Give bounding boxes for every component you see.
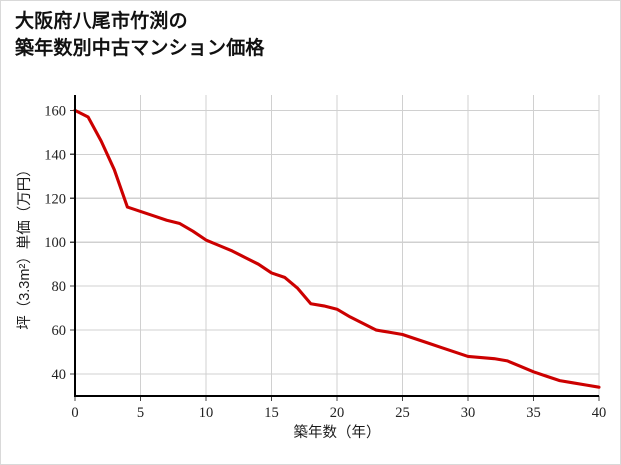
series-line-坪単価	[73, 108, 601, 389]
x-tick-label: 30	[461, 405, 476, 421]
x-tick-label: 35	[526, 405, 541, 421]
y-tick-label: 160	[44, 103, 66, 119]
y-tick-label: 120	[44, 191, 66, 207]
y-tick-label: 40	[52, 367, 67, 383]
y-tick-label: 140	[44, 147, 66, 163]
y-tick-label: 60	[52, 323, 67, 339]
axes	[73, 95, 599, 398]
y-tick-label: 100	[44, 235, 66, 251]
x-tick-label: 20	[330, 405, 345, 421]
x-axis-title: 築年数（年）	[294, 423, 381, 441]
x-tick-label: 10	[199, 405, 214, 421]
x-tick-label: 15	[264, 405, 279, 421]
x-tick-label: 25	[395, 405, 410, 421]
data-series	[73, 108, 601, 389]
x-tick-label: 5	[137, 405, 144, 421]
gridlines	[75, 95, 600, 396]
y-tick-label: 80	[52, 279, 67, 295]
x-tick-label: 40	[592, 405, 607, 421]
x-tick-label: 0	[71, 405, 78, 421]
page-title: 大阪府八尾市竹渕の 築年数別中古マンション価格	[15, 11, 265, 59]
axis-labels: 40 60 80 100 120 140 160 0 5 10 15 20 25 30 35 40	[44, 103, 606, 421]
y-axis-title: 坪（3.3m²）単価（万円）	[16, 162, 33, 330]
